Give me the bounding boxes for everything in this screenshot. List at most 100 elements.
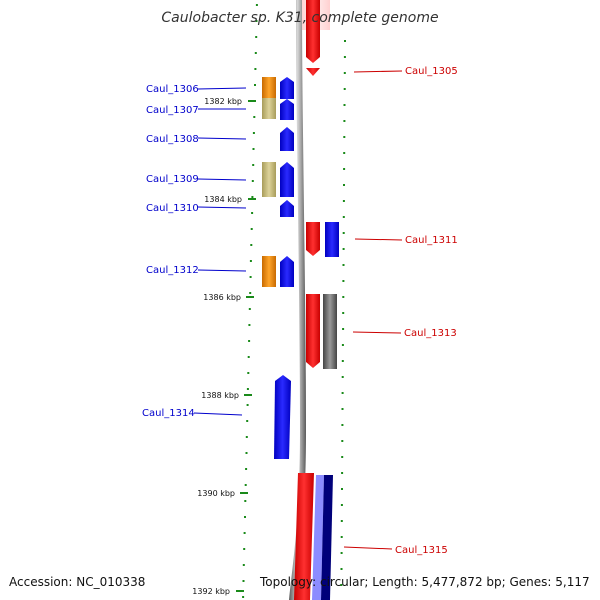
tick-dot-left xyxy=(251,196,254,198)
tick-dot-left xyxy=(242,596,245,598)
tick-dot-right xyxy=(341,376,344,378)
tick-dot-left xyxy=(255,20,258,22)
tick-dot-right xyxy=(343,184,345,186)
left-labels: Caul_1306 Caul_1307 Caul_1308 Caul_1309 … xyxy=(142,84,247,419)
tick-dot-left xyxy=(247,356,250,358)
scale-label-1390: 1390 kbp xyxy=(197,489,235,498)
tick-dot-left xyxy=(243,532,246,534)
feature-caul-1305-fragment[interactable] xyxy=(306,68,320,76)
gene-label-caul-1312[interactable]: Caul_1312 xyxy=(146,265,199,276)
tick-dot-right xyxy=(343,72,346,74)
tick-dot-right xyxy=(341,360,344,362)
tick-dot-left xyxy=(252,164,255,166)
tick-dot-left xyxy=(244,516,246,518)
feature-caul-1306[interactable] xyxy=(280,77,294,99)
tick-dot-left xyxy=(245,436,248,438)
tick-dot-left xyxy=(252,148,255,150)
gene-label-caul-1308[interactable]: Caul_1308 xyxy=(146,134,199,145)
tick-dot-right xyxy=(340,520,343,522)
gene-label-caul-1307[interactable]: Caul_1307 xyxy=(146,105,199,116)
feature-caul-1312[interactable] xyxy=(280,256,294,287)
leader-line-caul-1311 xyxy=(354,238,403,241)
leader-line-caul-1314 xyxy=(193,412,243,416)
tick-dot-left xyxy=(248,340,251,342)
tick-dot-right xyxy=(343,88,346,90)
tick-dot-right xyxy=(342,280,345,282)
tick-dot-right xyxy=(342,232,345,234)
gene-label-caul-1306[interactable]: Caul_1306 xyxy=(146,84,199,95)
tick-dot-left xyxy=(246,404,249,406)
scale-label-1392: 1392 kbp xyxy=(192,587,230,596)
right-labels: Caul_1305 Caul_1311 Caul_1313 Caul_1315 xyxy=(343,66,458,556)
tick-dot-left xyxy=(249,292,252,294)
tick-dot-left xyxy=(247,372,250,374)
gene-label-caul-1311[interactable]: Caul_1311 xyxy=(405,235,458,246)
tick-dot-left xyxy=(253,116,256,118)
tick-dot-right xyxy=(342,328,345,330)
tick-dot-right xyxy=(343,104,346,106)
tick-dot-right xyxy=(340,552,343,554)
tick-dot-right xyxy=(341,488,343,490)
tick-marks xyxy=(242,4,346,598)
leader-line-caul-1313 xyxy=(352,331,402,334)
tick-dot-left xyxy=(255,4,258,6)
feature-caul-1314[interactable] xyxy=(274,375,291,459)
scale-label-1384: 1384 kbp xyxy=(204,195,242,204)
feature-caul-1309[interactable] xyxy=(280,162,294,197)
tick-dot-left xyxy=(249,276,252,278)
tick-dot-right xyxy=(343,120,346,122)
gene-label-caul-1309[interactable]: Caul_1309 xyxy=(146,174,199,185)
feature-caul-1307-domain[interactable] xyxy=(262,98,276,119)
feature-caul-1311-domain[interactable] xyxy=(325,222,339,257)
tick-dot-left xyxy=(244,484,247,486)
tick-dot-right xyxy=(341,344,344,346)
tick-dot-left xyxy=(242,564,245,566)
feature-caul-1313[interactable] xyxy=(306,294,320,368)
tick-dot-left xyxy=(248,308,251,310)
tick-dot-left xyxy=(248,324,251,326)
tick-dot-right xyxy=(341,424,344,426)
tick-dot-right xyxy=(340,568,343,570)
tick-dot-right xyxy=(342,216,345,218)
topology-text: Topology: circular; Length: 5,477,872 bp… xyxy=(260,575,590,589)
genome-title: Caulobacter sp. K31, complete genome xyxy=(161,10,439,26)
tick-dot-right xyxy=(342,312,345,314)
feature-caul-1309-domain[interactable] xyxy=(262,162,276,197)
feature-caul-1313-domain[interactable] xyxy=(323,294,337,369)
tick-dot-right xyxy=(343,152,346,154)
tick-dot-right xyxy=(342,264,345,266)
gene-label-caul-1305[interactable]: Caul_1305 xyxy=(405,66,458,77)
gene-label-caul-1310[interactable]: Caul_1310 xyxy=(146,203,199,214)
tick-dot-left xyxy=(243,548,246,550)
tick-dot-right xyxy=(342,296,345,298)
feature-caul-1306-domain[interactable] xyxy=(262,77,276,98)
feature-caul-1312-domain[interactable] xyxy=(262,256,276,287)
feature-caul-1310[interactable] xyxy=(280,200,294,217)
genome-backbone xyxy=(289,0,306,600)
scale-label-1386: 1386 kbp xyxy=(203,293,241,302)
tick-dot-right xyxy=(340,584,343,586)
leader-line-caul-1310 xyxy=(197,206,247,209)
tick-dot-left xyxy=(242,580,245,582)
tick-dot-right xyxy=(343,136,346,138)
gene-label-caul-1315[interactable]: Caul_1315 xyxy=(395,545,448,556)
tick-dot-left xyxy=(254,84,256,86)
tick-dot-left xyxy=(245,468,248,470)
feature-caul-1305[interactable] xyxy=(306,0,320,63)
tick-dot-right xyxy=(340,536,343,538)
feature-caul-1315-domain-b[interactable] xyxy=(321,475,333,600)
feature-caul-1307[interactable] xyxy=(280,99,294,120)
tick-dot-right xyxy=(341,456,344,458)
scale-label-1388: 1388 kbp xyxy=(201,391,239,400)
feature-caul-1308[interactable] xyxy=(280,127,294,151)
tick-dot-left xyxy=(246,420,249,422)
feature-caul-1315-domain-a[interactable] xyxy=(312,475,324,600)
gene-label-caul-1314[interactable]: Caul_1314 xyxy=(142,408,195,419)
tick-dot-right xyxy=(342,200,345,202)
gene-label-caul-1313[interactable]: Caul_1313 xyxy=(404,328,457,339)
feature-caul-1311[interactable] xyxy=(306,222,320,256)
tick-dot-left xyxy=(250,244,253,246)
feature-caul-1315[interactable] xyxy=(294,473,314,600)
tick-dot-right xyxy=(341,408,344,410)
